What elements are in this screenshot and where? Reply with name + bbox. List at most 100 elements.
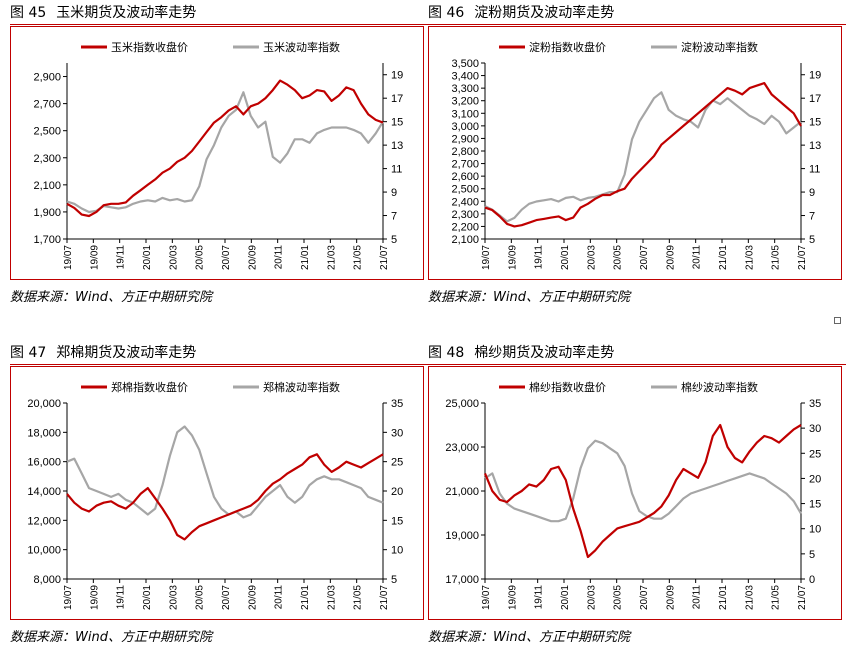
right-tick-label: 15 (391, 515, 403, 527)
left-tick-label: 18,000 (27, 427, 61, 439)
x-tick-label: 20/03 (168, 585, 179, 610)
line-chart: 17,000 19,000 21,000 23,000 25,000 0 5 10 15 20 25… (445, 380, 821, 610)
x-tick-label: 20/09 (665, 245, 676, 270)
series-line-volatility (484, 91, 802, 223)
figure-title: 图 45 玉米期货及波动率走势 (10, 2, 428, 25)
left-tick-label: 14,000 (27, 486, 61, 498)
legend-label: 郑棉指数收盘价 (111, 380, 188, 394)
left-tick-label: 3,500 (451, 58, 479, 70)
legend-label: 棉纱波动率指数 (681, 380, 758, 394)
x-tick-label: 19/07 (63, 245, 74, 270)
right-tick-label: 5 (809, 549, 815, 561)
right-tick-label: 17 (391, 93, 403, 105)
line-chart: 8,000 10,000 12,000 14,000 16,000 18,000 20,00… (27, 380, 403, 610)
left-tick-label: 20,000 (27, 398, 61, 410)
right-tick-label: 30 (391, 427, 403, 439)
x-tick-label: 21/05 (771, 585, 782, 610)
x-tick-label: 20/09 (665, 585, 676, 610)
x-tick-label: 20/09 (247, 585, 258, 610)
right-tick-label: 25 (391, 457, 403, 469)
right-tick-label: 5 (391, 234, 397, 246)
source-note: 数据来源：Wind、方正中期研究院 (428, 630, 630, 645)
x-tick-label: 19/09 (89, 245, 100, 270)
chart-frame: 2,100 2,200 2,300 2,400 2,500 2,600 2,700 2,800… (428, 26, 842, 280)
x-tick-label: 20/05 (613, 245, 624, 270)
left-tick-label: 2,300 (451, 209, 479, 221)
left-tick-label: 2,900 (33, 72, 61, 84)
series-line-volatility (66, 425, 384, 519)
left-tick-label: 8,000 (33, 574, 61, 586)
right-tick-label: 15 (809, 499, 821, 511)
left-tick-label: 3,400 (451, 71, 479, 83)
legend-label: 棉纱指数收盘价 (529, 380, 606, 394)
legend-label: 玉米指数收盘价 (111, 40, 188, 54)
x-tick-label: 19/09 (507, 245, 518, 270)
right-tick-label: 11 (391, 164, 402, 176)
left-tick-label: 23,000 (445, 442, 479, 454)
x-tick-label: 19/11 (534, 245, 545, 270)
left-tick-label: 19,000 (445, 530, 479, 542)
x-tick-label: 20/01 (560, 245, 571, 270)
right-tick-label: 5 (809, 234, 815, 246)
x-tick-label: 21/05 (771, 245, 782, 270)
x-tick-label: 20/09 (247, 245, 258, 270)
line-chart: 1,700 1,900 2,100 2,300 2,500 2,700 2,900 5 7 9 11… (33, 40, 403, 270)
right-tick-label: 35 (809, 398, 821, 410)
right-tick-label: 10 (809, 524, 821, 536)
source-note: 数据来源：Wind、方正中期研究院 (10, 290, 212, 305)
right-tick-label: 10 (391, 545, 403, 557)
x-tick-label: 20/01 (142, 245, 153, 270)
figure-caption: 淀粉期货及波动率走势 (474, 5, 615, 21)
left-tick-label: 2,900 (451, 133, 479, 145)
left-tick-label: 2,600 (451, 171, 479, 183)
left-tick-label: 2,700 (451, 159, 479, 171)
x-tick-label: 19/11 (534, 585, 545, 610)
x-tick-label: 20/03 (168, 245, 179, 270)
x-tick-label: 20/05 (613, 585, 624, 610)
left-tick-label: 16,000 (27, 457, 61, 469)
chart-frame: 8,000 10,000 12,000 14,000 16,000 18,000 20,00… (10, 366, 424, 620)
left-tick-label: 2,100 (451, 234, 479, 246)
left-tick-label: 1,700 (33, 234, 61, 246)
x-tick-label: 21/03 (744, 585, 755, 610)
left-tick-label: 3,200 (451, 96, 479, 108)
x-tick-label: 19/11 (116, 245, 127, 270)
x-tick-label: 20/03 (586, 585, 597, 610)
right-tick-label: 19 (809, 70, 821, 82)
right-tick-label: 9 (809, 187, 815, 199)
left-tick-label: 12,000 (27, 515, 61, 527)
figure-title: 图 46 淀粉期货及波动率走势 (428, 2, 846, 25)
x-tick-label: 20/11 (692, 245, 703, 270)
x-tick-label: 21/03 (326, 245, 337, 270)
source-note: 数据来源：Wind、方正中期研究院 (428, 290, 630, 305)
right-tick-label: 17 (809, 93, 821, 105)
right-tick-label: 30 (809, 423, 821, 435)
x-tick-label: 19/07 (63, 585, 74, 610)
left-tick-label: 17,000 (445, 574, 479, 586)
line-chart: 2,1002,2002,3002,4002,5002,6002,7002,800… (451, 40, 821, 270)
figure-number: 图 45 (10, 5, 47, 21)
figure-caption: 郑棉期货及波动率走势 (56, 345, 197, 361)
left-tick-label: 2,200 (451, 221, 479, 233)
x-tick-label: 20/07 (221, 585, 232, 610)
left-tick-label: 2,100 (33, 180, 61, 192)
figure-title: 图 47 郑棉期货及波动率走势 (10, 342, 428, 365)
x-tick-label: 21/05 (353, 245, 364, 270)
figure-number: 图 47 (10, 345, 47, 361)
anchor-marker (834, 317, 841, 324)
x-tick-label: 21/01 (718, 245, 729, 270)
left-tick-label: 2,700 (33, 99, 61, 111)
figure-title: 图 48 棉纱期货及波动率走势 (428, 342, 846, 365)
series-line-price (483, 423, 802, 559)
right-tick-label: 19 (391, 70, 403, 82)
legend-label: 郑棉波动率指数 (263, 380, 340, 394)
left-tick-label: 2,500 (33, 126, 61, 138)
x-tick-label: 19/07 (481, 245, 492, 270)
x-tick-label: 20/11 (692, 585, 703, 610)
x-tick-label: 20/11 (274, 585, 285, 610)
x-tick-label: 21/07 (797, 585, 808, 610)
right-tick-label: 11 (809, 164, 820, 176)
series-line-price (66, 453, 384, 541)
x-tick-label: 21/01 (300, 245, 311, 270)
right-tick-label: 25 (809, 448, 821, 460)
